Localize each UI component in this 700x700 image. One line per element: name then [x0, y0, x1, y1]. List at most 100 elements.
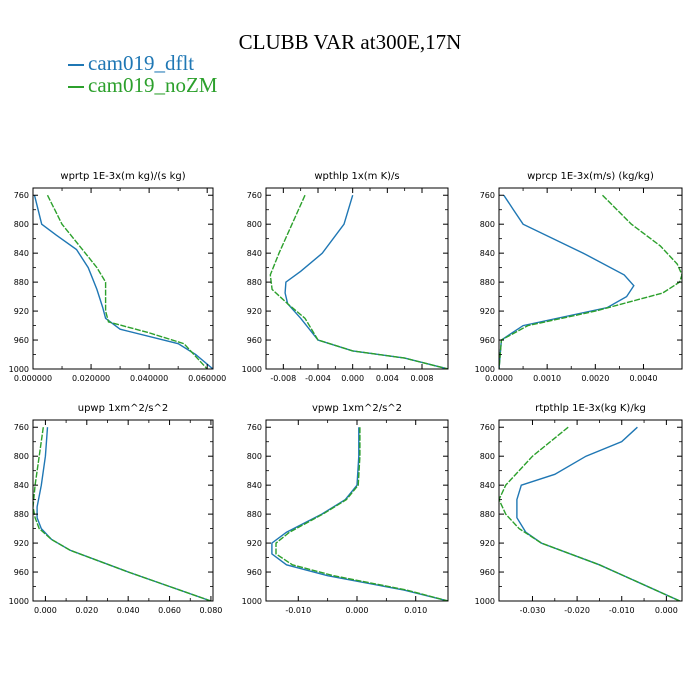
x-tick-label: 0.060 — [158, 606, 181, 615]
y-tick-label: 840 — [14, 481, 29, 490]
panel-title: wprtp 1E-3x(m kg)/(s kg) — [60, 171, 185, 182]
series-line-dflt — [284, 194, 448, 369]
x-tick-label: -0.008 — [270, 374, 296, 383]
panel-4: vpwp 1xm^2/s^2 760 800 840 880 920 960 1000 -0.0… — [242, 403, 449, 615]
panel-2: wprcp 1E-3x(m/s) (kg/kg) 760 800 840 880 920 9… — [475, 171, 683, 383]
y-tick-label: 760 — [247, 191, 262, 200]
panel-title: vpwp 1xm^2/s^2 — [312, 403, 402, 414]
x-tick-label: 0.0040 — [629, 374, 657, 383]
y-tick-label: 920 — [247, 307, 262, 316]
y-tick-label: 920 — [14, 539, 29, 548]
series-line-dflt — [33, 195, 213, 369]
legend-line-nozm — [68, 86, 84, 89]
y-tick-label: 1000 — [242, 365, 262, 374]
y-tick-label: 880 — [14, 510, 29, 519]
y-tick-label: 960 — [14, 568, 29, 577]
y-tick-label: 760 — [14, 423, 29, 432]
y-tick-label: 880 — [14, 278, 29, 287]
y-tick-label: 840 — [480, 481, 495, 490]
x-tick-label: 0.000000 — [14, 374, 52, 383]
panel-title: upwp 1xm^2/s^2 — [78, 403, 168, 414]
y-tick-label: 960 — [247, 568, 262, 577]
y-tick-label: 920 — [14, 307, 29, 316]
panel-title: rtpthlp 1E-3x(kg K)/kg — [535, 403, 646, 414]
y-tick-label: 1000 — [9, 365, 29, 374]
panel-title: wpthlp 1x(m K)/s — [314, 171, 399, 182]
plot-frame — [498, 187, 683, 370]
y-tick-label: 880 — [247, 278, 262, 287]
legend-line-dflt — [68, 64, 84, 67]
x-tick-label: 0.008 — [411, 374, 434, 383]
y-tick-label: 800 — [247, 220, 262, 229]
plot-frame — [265, 419, 449, 602]
panel-1: wpthlp 1x(m K)/s 760 800 840 880 920 960 1000 -0… — [242, 171, 449, 383]
y-tick-label: 840 — [14, 249, 29, 258]
figure-title: CLUBB VAR at300E,17N — [238, 30, 462, 54]
x-tick-label: -0.010 — [609, 606, 635, 615]
series-line-nozm — [46, 194, 208, 369]
x-tick-label: 0.020 — [75, 606, 98, 615]
x-tick-label: 0.080 — [199, 606, 222, 615]
y-tick-label: 1000 — [9, 597, 29, 606]
y-tick-label: 800 — [14, 220, 29, 229]
series-line-dflt — [271, 427, 448, 601]
x-tick-label: 0.020000 — [72, 374, 110, 383]
series-line-nozm — [499, 426, 681, 601]
y-tick-label: 880 — [480, 278, 495, 287]
y-tick-label: 1000 — [242, 597, 262, 606]
plot-frame — [265, 187, 449, 370]
series-line-dflt — [499, 194, 635, 369]
y-tick-label: 800 — [480, 220, 495, 229]
panel-3: upwp 1xm^2/s^2 760 800 840 880 920 960 1000 0.00… — [9, 403, 223, 615]
x-tick-label: 0.040 — [117, 606, 140, 615]
x-tick-label: 0.000 — [346, 606, 369, 615]
y-tick-label: 760 — [480, 191, 495, 200]
y-tick-label: 760 — [480, 423, 495, 432]
x-tick-label: 0.010 — [404, 606, 427, 615]
x-tick-label: -0.004 — [305, 374, 331, 383]
y-tick-label: 960 — [480, 568, 495, 577]
x-tick-label: -0.030 — [520, 606, 546, 615]
x-tick-label: 0.000 — [341, 374, 364, 383]
series-line-nozm — [269, 194, 448, 369]
y-tick-label: 760 — [14, 191, 29, 200]
panel-title: wprcp 1E-3x(m/s) (kg/kg) — [527, 171, 654, 182]
series-line-nozm — [33, 427, 212, 601]
y-tick-label: 960 — [480, 336, 495, 345]
y-tick-label: 920 — [247, 539, 262, 548]
x-tick-label: 0.000 — [655, 606, 678, 615]
legend-entry-dflt: cam019_dflt — [68, 52, 194, 74]
x-tick-label: 0.0020 — [581, 374, 609, 383]
panel-0: wprtp 1E-3x(m kg)/(s kg) 760 800 840 880 920 9… — [9, 171, 227, 383]
plot-frame — [32, 187, 214, 370]
y-tick-label: 800 — [480, 452, 495, 461]
legend-label-dflt: cam019_dflt — [88, 51, 195, 75]
y-tick-label: 1000 — [475, 597, 495, 606]
y-tick-label: 920 — [480, 307, 495, 316]
y-tick-label: 960 — [14, 336, 29, 345]
x-tick-label: 0.004 — [376, 374, 399, 383]
legend-entry-nozm: cam019_noZM — [68, 74, 217, 96]
y-tick-label: 800 — [247, 452, 262, 461]
y-tick-label: 920 — [480, 539, 495, 548]
series-line-dflt — [36, 427, 212, 601]
x-tick-label: 0.0010 — [533, 374, 561, 383]
y-tick-label: 880 — [247, 510, 262, 519]
x-tick-label: 0.040000 — [130, 374, 168, 383]
y-tick-label: 1000 — [475, 365, 495, 374]
y-tick-label: 760 — [247, 423, 262, 432]
series-line-nozm — [499, 194, 682, 369]
y-tick-label: 800 — [14, 452, 29, 461]
plot-frame — [32, 419, 214, 602]
y-tick-label: 880 — [480, 510, 495, 519]
series-line-nozm — [275, 427, 448, 601]
panel-5: rtpthlp 1E-3x(kg K)/kg 760 800 840 880 920 960… — [475, 403, 683, 615]
y-tick-label: 960 — [247, 336, 262, 345]
series-line-dflt — [516, 426, 681, 601]
x-tick-label: -0.020 — [564, 606, 590, 615]
legend-label-nozm: cam019_noZM — [88, 73, 218, 97]
x-tick-label: 0.0000 — [485, 374, 513, 383]
plot-frame — [498, 419, 683, 602]
y-tick-label: 840 — [480, 249, 495, 258]
